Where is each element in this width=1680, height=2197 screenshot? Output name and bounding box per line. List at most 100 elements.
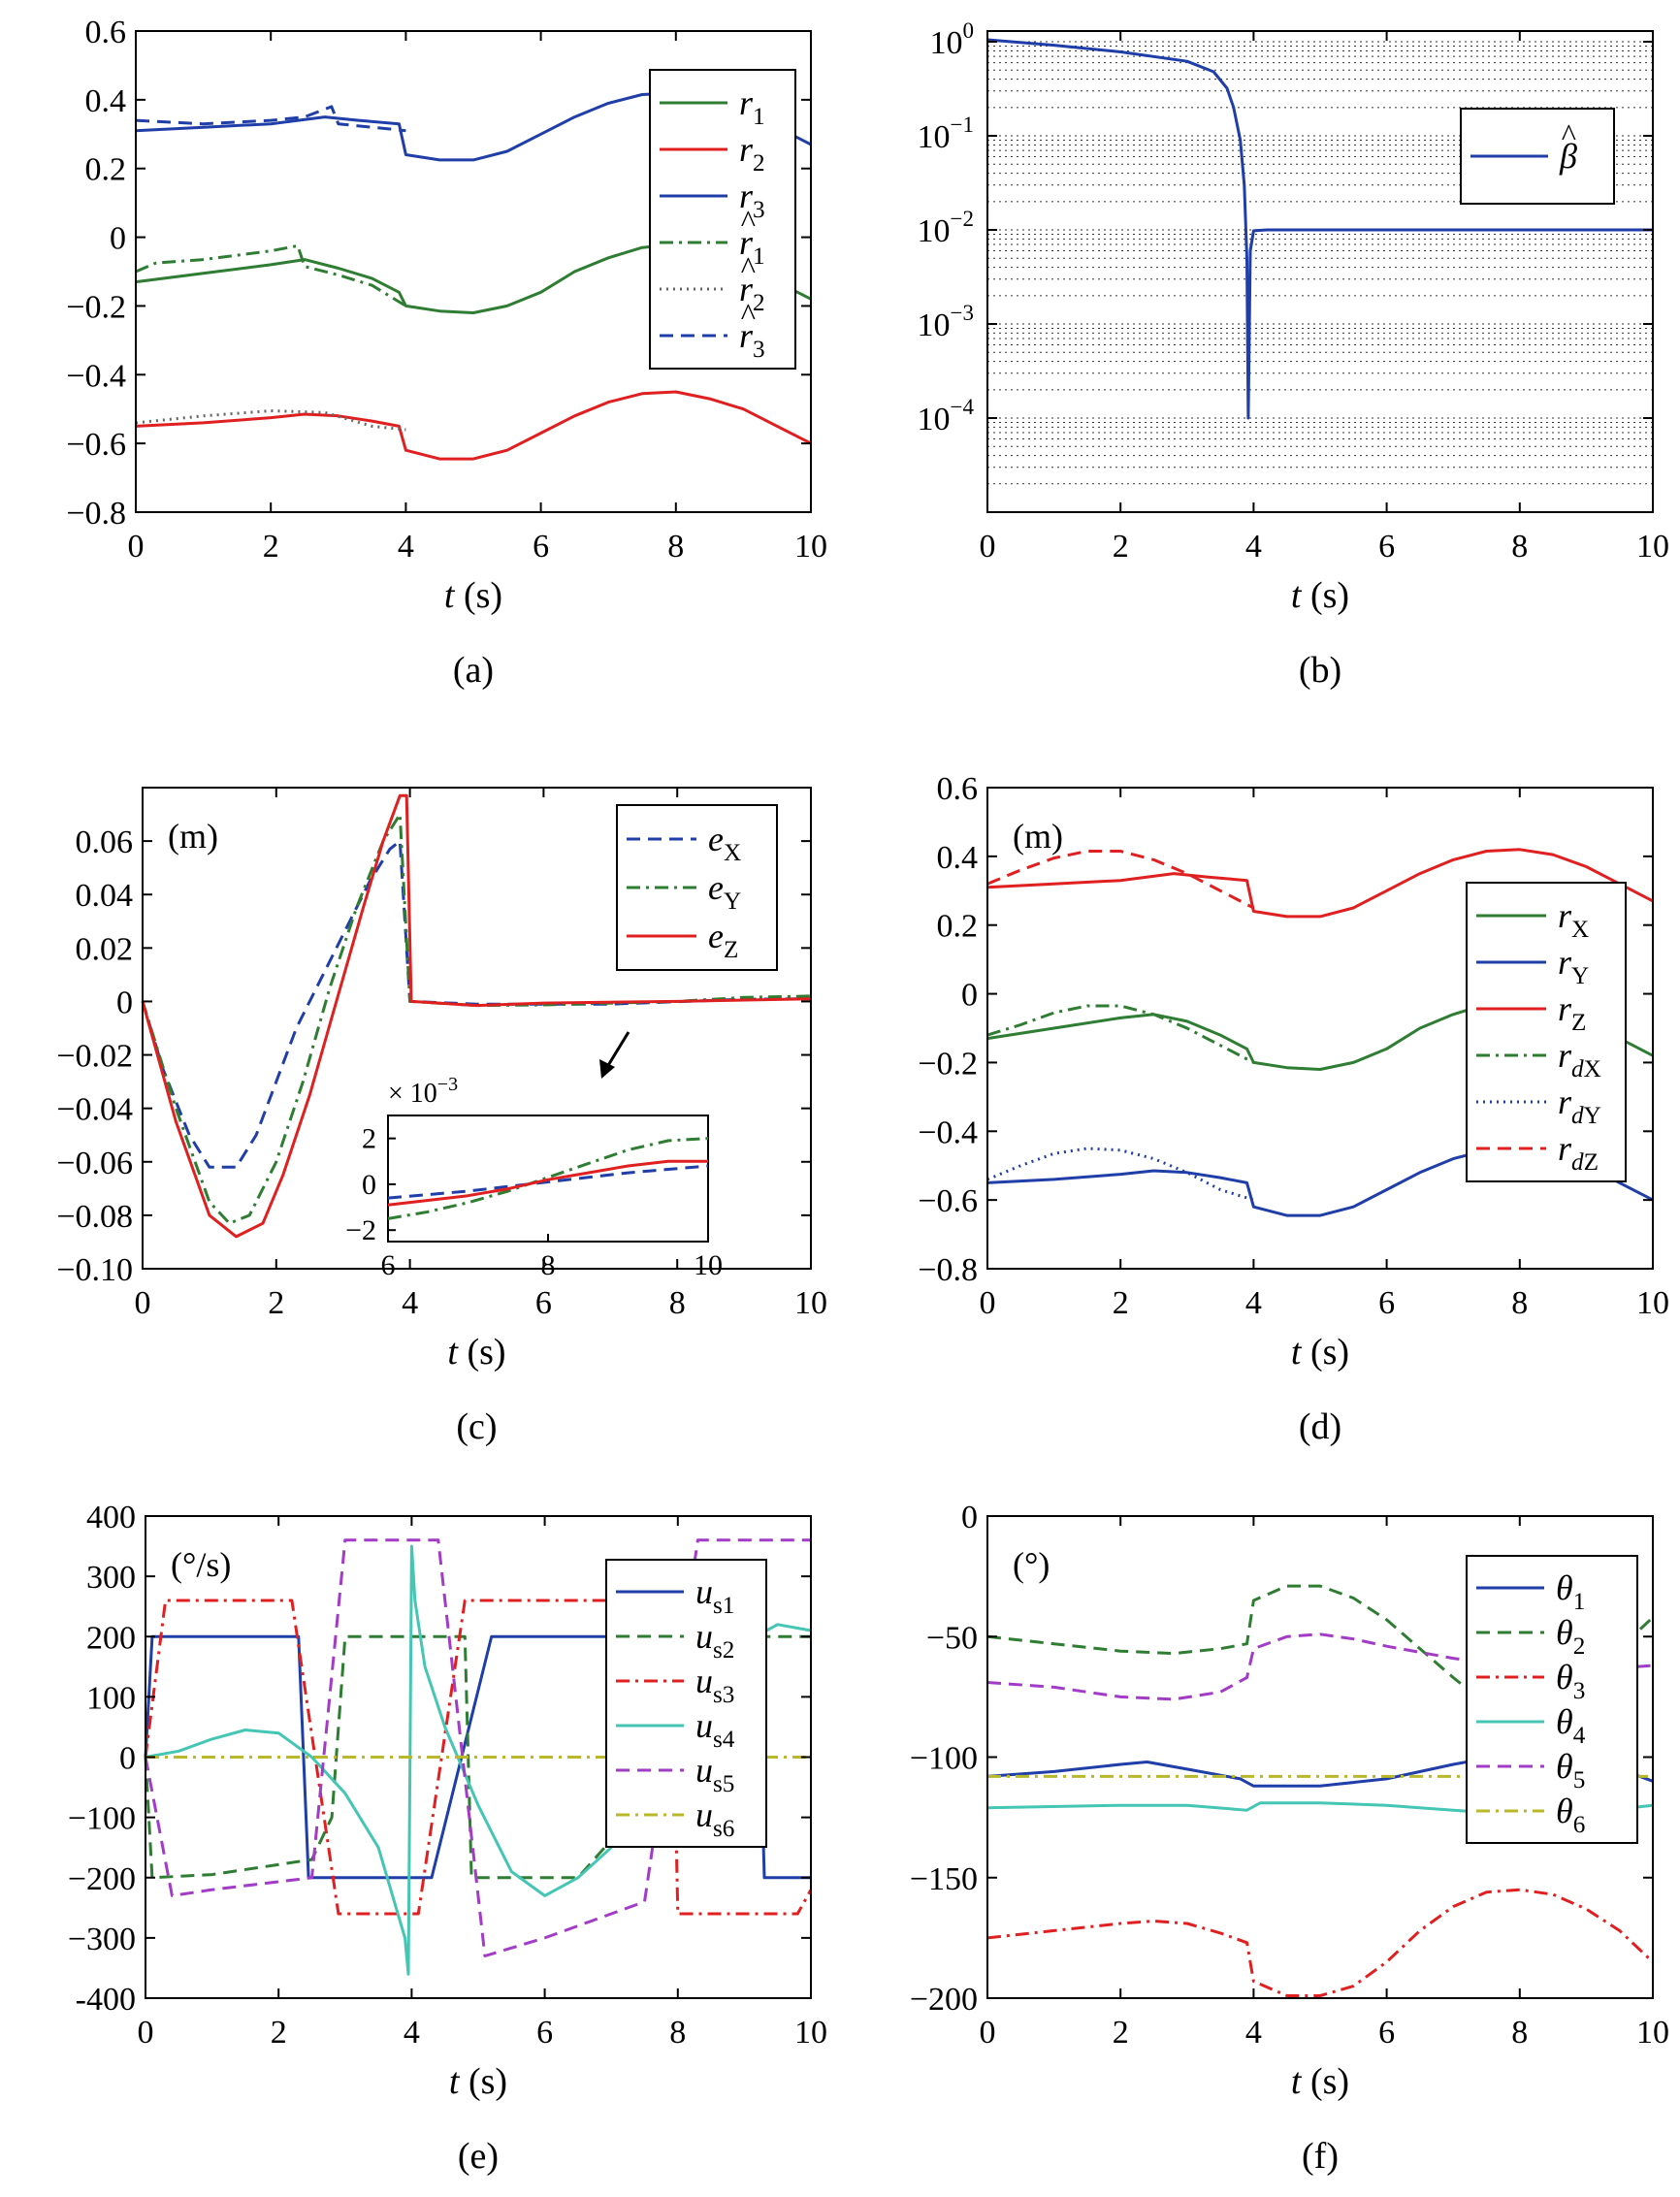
y-tick-label: −0.4 (66, 358, 126, 394)
legend-label-theta4: θ4 (1556, 1702, 1586, 1749)
y-tick-label: 0 (110, 221, 126, 257)
y-tick-label: −0.8 (66, 496, 126, 532)
inset-x-tick-label: 6 (381, 1249, 396, 1281)
y-tick-label: 0.2 (937, 909, 979, 945)
legend-label-r2hat-hat: ^ (741, 252, 756, 287)
series-rdX (986, 1004, 1255, 1064)
chart-b: 0 2 4 6 8 10 100 10−1 10−2 10−3 10−4 t (s) (b) β^ (918, 18, 1669, 691)
x-tick-label: 2 (268, 1285, 284, 1321)
legend-label-r2: r2 (739, 130, 765, 177)
legend-label-us3: us3 (695, 1662, 734, 1708)
x-tick-label: 4 (398, 529, 414, 565)
legend-label-rdX: rdX (1558, 1036, 1601, 1082)
series-rdZ (986, 850, 1255, 910)
x-axis-label: t (s) (444, 575, 502, 616)
unit-label: (°/s) (171, 1545, 231, 1584)
inset-arrow-head (599, 1059, 615, 1079)
y-tick-label: 10−1 (918, 113, 974, 155)
chart-a: 0 2 4 6 8 10 −0.8 −0.6 −0.4 −0.2 0 0.2 0.4 0.6 t (s) (a… (66, 15, 827, 691)
inset-y-tick-label: 2 (362, 1123, 376, 1155)
y-tick-label: −0.08 (56, 1199, 133, 1235)
y-tick-label: −0.02 (56, 1039, 133, 1075)
series-eZ (141, 793, 812, 1239)
x-tick-label: 6 (1378, 2015, 1395, 2051)
x-tick-label: 0 (135, 1285, 151, 1321)
legend-box (616, 804, 778, 971)
x-axis-label: t (s) (1291, 1332, 1349, 1373)
plot-frame (142, 787, 812, 1270)
legend-label-us2: us2 (695, 1617, 734, 1664)
x-tick-label: 2 (271, 2015, 287, 2051)
y-tick-label: 0.06 (76, 824, 134, 860)
y-tick-label: −0.04 (56, 1092, 133, 1128)
y-tick-label: −0.6 (918, 1183, 978, 1219)
inset: 6 8 10 −2 0 2 × 10−3 (345, 1031, 723, 1281)
y-tick-label: −150 (910, 1861, 978, 1897)
legend-label-eY: eY (708, 868, 741, 915)
x-axis-label: t (s) (1291, 575, 1349, 616)
x-tick-label: 4 (402, 1285, 418, 1321)
x-axis-label: t (s) (447, 1332, 505, 1373)
x-tick-label: 10 (1636, 529, 1669, 565)
inset-scale-label: × 10−3 (388, 1074, 458, 1109)
plot-frame (135, 30, 812, 513)
y-tick-label: 400 (86, 1500, 136, 1535)
y-tick-label: 0.4 (937, 840, 979, 876)
legend-label-rdY: rdY (1558, 1082, 1601, 1129)
x-tick-label: 6 (1378, 529, 1395, 565)
series-rdY (986, 1147, 1254, 1202)
series-r1hat (135, 243, 407, 307)
x-axis-label: t (s) (1291, 2061, 1349, 2102)
y-tick-label: 0.4 (85, 83, 127, 119)
y-tick-label: −0.8 (918, 1252, 978, 1288)
unit-label: (m) (1013, 817, 1063, 856)
legend-label-us5: us5 (695, 1751, 734, 1797)
x-tick-label: 4 (1245, 1285, 1262, 1321)
x-tick-label: 4 (404, 2015, 420, 2051)
plot-frame (986, 787, 1654, 1270)
x-tick-label: 6 (533, 529, 549, 565)
legend-label-theta6: θ6 (1556, 1792, 1585, 1838)
y-tick-label: 0.6 (937, 771, 979, 807)
series-us3 (144, 1599, 813, 1916)
chart-c: 0 2 4 6 8 10−0.10−0.08−0.06−0.04−0.0200.020.0… (56, 787, 827, 1447)
x-tick-label: 8 (1511, 2015, 1528, 2051)
y-tick-label: 0 (116, 985, 133, 1020)
x-tick-label: 6 (1378, 1285, 1395, 1321)
legend: β^ (1460, 108, 1615, 205)
legend-label-r1hat-hat: ^ (741, 206, 756, 241)
x-tick-label: 6 (536, 2015, 553, 2051)
inset-series-2 (387, 1159, 708, 1207)
y-tick-label: 200 (86, 1620, 136, 1656)
legend-label-theta3: θ3 (1556, 1658, 1585, 1704)
subfigure-caption: (e) (458, 2136, 499, 2177)
y-tick-label: 10−4 (918, 395, 975, 437)
x-tick-label: 6 (535, 1285, 552, 1321)
series-rZ (986, 848, 1654, 919)
y-tick-label: −200 (68, 1861, 136, 1897)
y-tick-label: −100 (910, 1741, 978, 1777)
x-tick-label: 4 (1245, 2015, 1262, 2051)
legend-label-r3hat: r3 (739, 316, 765, 363)
y-tick-label: 100 (86, 1680, 136, 1716)
x-tick-label: 10 (794, 1285, 827, 1321)
x-axis-label: t (s) (449, 2061, 507, 2102)
y-tick-label: -400 (76, 1982, 136, 2018)
unit-label: (°) (1013, 1545, 1050, 1584)
x-tick-label: 0 (980, 2015, 996, 2051)
legend-label-us6: us6 (695, 1795, 734, 1842)
x-tick-label: 0 (138, 2015, 154, 2051)
legend-label-r1: r1 (739, 83, 765, 130)
y-tick-label: −0.2 (918, 1046, 978, 1082)
y-tick-label: 0 (119, 1741, 136, 1777)
legend-label-theta2: θ2 (1556, 1613, 1585, 1660)
series-beta-hat (986, 38, 1653, 420)
series-r2 (135, 390, 812, 461)
chart-f: 0 2 4 6 8 10 −200 −150 −100 −50 0 t (s) (f) (°) θ1θ2θ3… (910, 1500, 1669, 2177)
series-r2hat (135, 409, 406, 432)
legend-label-r2hat: r2 (739, 270, 765, 316)
legend-box (1466, 882, 1627, 1182)
